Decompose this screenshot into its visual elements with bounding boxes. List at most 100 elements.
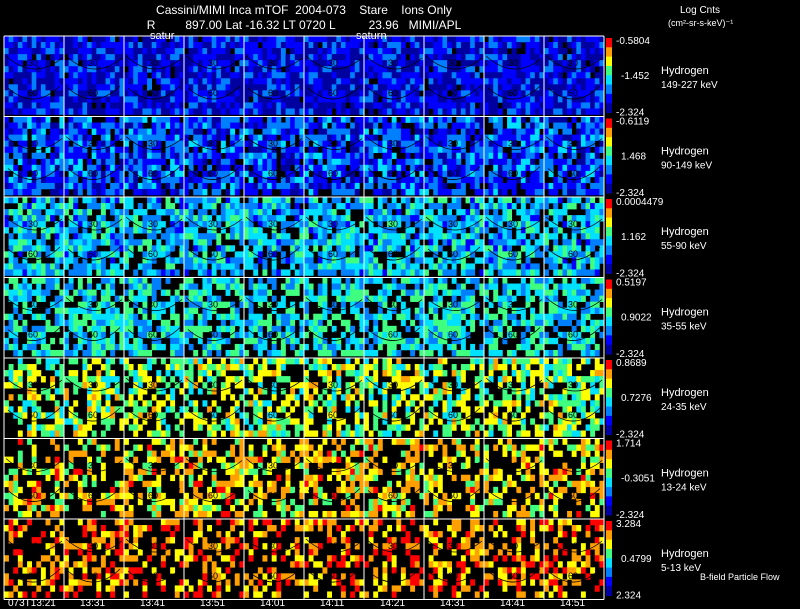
heatmap-pixel xyxy=(373,116,379,123)
heatmap-pixel xyxy=(17,227,23,234)
heatmap-pixel xyxy=(414,209,420,216)
colorbar-segment xyxy=(606,233,612,237)
heatmap-pixel xyxy=(317,116,323,123)
heatmap-pixel xyxy=(244,170,249,178)
colorbar-segment xyxy=(606,177,612,182)
heatmap-pixel xyxy=(419,66,425,73)
heatmap-pixel xyxy=(105,188,111,196)
heatmap-pixel xyxy=(488,96,494,103)
heatmap-pixel xyxy=(548,90,554,97)
heatmap-pixel xyxy=(502,182,508,190)
heatmap-pixel xyxy=(479,170,485,178)
contour-line xyxy=(427,246,481,261)
heatmap-pixel xyxy=(54,54,60,61)
heatmap-pixel xyxy=(68,134,74,141)
heatmap-pixel xyxy=(585,66,591,73)
heatmap-pixel xyxy=(184,257,189,264)
heatmap-pixel xyxy=(474,197,480,204)
heatmap-pixel xyxy=(54,140,60,147)
heatmap-pixel xyxy=(460,42,466,49)
heatmap-pixel xyxy=(230,122,236,129)
heatmap-pixel xyxy=(267,182,272,190)
heatmap-pixel xyxy=(460,170,466,178)
heatmap-pixel xyxy=(484,257,489,264)
heatmap-pixel xyxy=(91,90,97,97)
heatmap-pixel xyxy=(276,215,282,222)
contour-line xyxy=(547,246,601,261)
heatmap-pixel xyxy=(502,269,508,276)
heatmap-pixel xyxy=(368,36,374,43)
heatmap-pixel xyxy=(428,140,434,147)
heatmap-pixel xyxy=(354,269,360,276)
heatmap-pixel xyxy=(45,60,51,67)
heatmap-pixel xyxy=(147,349,152,357)
heatmap-pixel xyxy=(368,140,374,147)
heatmap-pixel xyxy=(151,134,157,141)
heatmap-pixel xyxy=(4,337,9,345)
heatmap-pixel xyxy=(253,36,259,43)
heatmap-pixel xyxy=(327,90,332,97)
heatmap-pixel xyxy=(96,176,102,184)
heatmap-pixel xyxy=(100,122,106,129)
heatmap-pixel xyxy=(557,176,563,184)
heatmap-pixel xyxy=(276,269,282,276)
heatmap-pixel xyxy=(442,140,448,147)
heatmap-pixel xyxy=(290,257,296,264)
heatmap-pixel xyxy=(567,42,572,49)
contour-label-60: 60 xyxy=(568,88,578,98)
heatmap-pixel xyxy=(216,36,222,43)
heatmap-pixel xyxy=(400,140,406,147)
heatmap-pixel xyxy=(451,263,457,270)
heatmap-pixel xyxy=(488,102,494,109)
heatmap-pixel xyxy=(193,158,199,166)
heatmap-pixel xyxy=(331,128,337,135)
heatmap-pixel xyxy=(96,54,102,61)
heatmap-pixel xyxy=(294,36,300,43)
heatmap-pixel xyxy=(105,42,111,49)
heatmap-pixel xyxy=(110,319,116,327)
heatmap-pixel xyxy=(142,269,148,276)
heatmap-pixel xyxy=(59,42,65,49)
heatmap-pixel xyxy=(262,72,268,79)
heatmap-pixel xyxy=(340,84,346,91)
heatmap-pixel xyxy=(470,78,476,85)
heatmap-pixel xyxy=(548,84,554,91)
contour-label-30: 30 xyxy=(148,139,158,149)
heatmap-pixel xyxy=(336,102,342,109)
heatmap-pixel xyxy=(87,108,92,115)
heatmap-pixel xyxy=(534,72,540,79)
heatmap-pixel xyxy=(50,283,56,290)
heatmap-pixel xyxy=(230,257,236,264)
heatmap-pixel xyxy=(27,343,32,351)
heatmap-pixel xyxy=(359,233,365,240)
heatmap-pixel xyxy=(253,227,259,234)
heatmap-pixel xyxy=(207,152,212,160)
heatmap-pixel xyxy=(165,245,171,252)
heatmap-pixel xyxy=(271,257,277,264)
heatmap-pixel xyxy=(396,245,402,252)
heatmap-pixel xyxy=(174,325,180,333)
heatmap-pixel xyxy=(133,158,139,166)
heatmap-pixel xyxy=(299,263,305,270)
heatmap-pixel xyxy=(179,349,185,357)
heatmap-pixel xyxy=(530,102,536,109)
heatmap-pixel xyxy=(594,164,600,172)
heatmap-pixel xyxy=(502,227,508,234)
heatmap-pixel xyxy=(234,182,240,190)
heatmap-pixel xyxy=(313,72,319,79)
heatmap-pixel xyxy=(345,257,351,264)
heatmap-pixel xyxy=(151,140,157,147)
heatmap-pixel xyxy=(211,221,217,228)
heatmap-pixel xyxy=(544,48,549,55)
heatmap-pixel xyxy=(13,128,19,135)
heatmap-pixel xyxy=(73,307,79,315)
heatmap-pixel xyxy=(156,102,162,109)
heatmap-pixel xyxy=(285,36,291,43)
heatmap-pixel xyxy=(174,122,180,129)
heatmap-pixel xyxy=(87,307,92,315)
heatmap-pixel xyxy=(437,36,443,43)
heatmap-pixel xyxy=(151,128,157,135)
heatmap-pixel xyxy=(156,277,162,284)
heatmap-pixel xyxy=(410,36,416,43)
heatmap-pixel xyxy=(59,78,65,85)
